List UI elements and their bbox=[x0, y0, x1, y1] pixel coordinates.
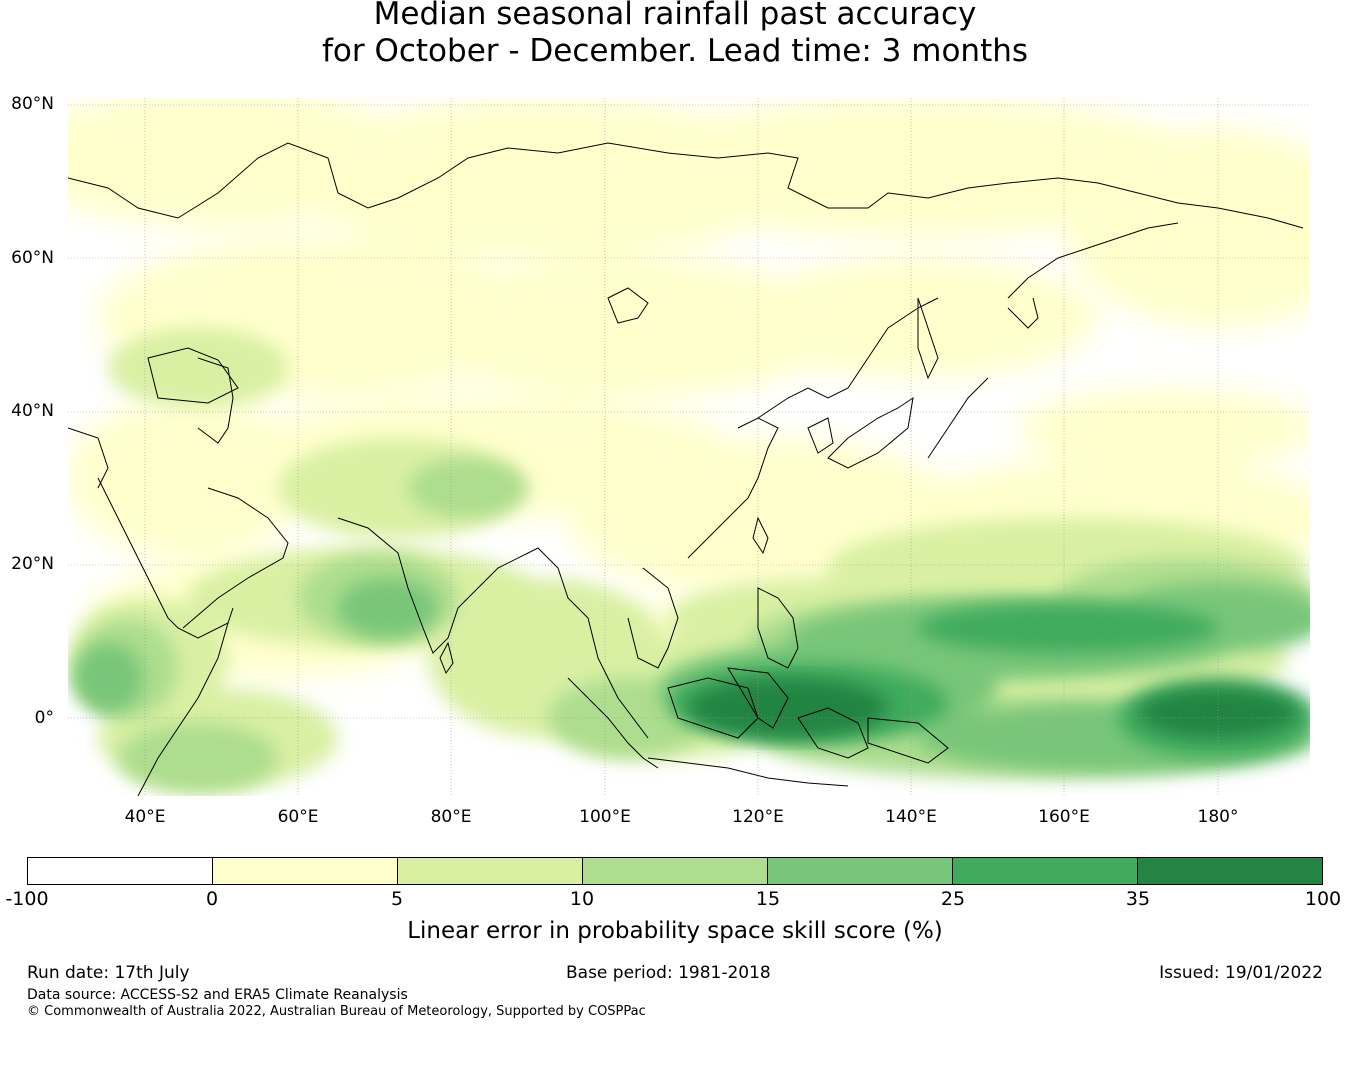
base-period: Base period: 1981-2018 bbox=[566, 963, 771, 983]
chart-title-line-1: Median seasonal rainfall past accuracy bbox=[373, 0, 977, 32]
lon-label-40e: 40°E bbox=[124, 807, 166, 827]
colorbar-tick-100: 100 bbox=[1304, 888, 1342, 910]
copyright-notice: © Commonwealth of Australia 2022, Austra… bbox=[27, 1004, 646, 1019]
lon-label-80e: 80°E bbox=[430, 807, 472, 827]
colorbar-segment-neg100-0 bbox=[28, 858, 213, 884]
colorbar-segment-10-15 bbox=[583, 858, 768, 884]
colorbar-label: Linear error in probability space skill … bbox=[407, 918, 943, 944]
map-canvas bbox=[68, 98, 1310, 796]
data-source: Data source: ACCESS-S2 and ERA5 Climate … bbox=[27, 987, 408, 1003]
lat-label-40n: 40°N bbox=[11, 401, 54, 421]
map-gridlines bbox=[68, 98, 1310, 796]
colorbar-tick-25: 25 bbox=[940, 888, 966, 910]
colorbar-tick-5: 5 bbox=[390, 888, 404, 910]
colorbar-tick-neg100: -100 bbox=[5, 888, 49, 910]
colorbar-segment-25-35 bbox=[953, 858, 1138, 884]
colorbar bbox=[27, 857, 1323, 885]
colorbar-tick-10: 10 bbox=[569, 888, 595, 910]
colorbar-tick-35: 35 bbox=[1125, 888, 1151, 910]
lon-label-160e: 160°E bbox=[1038, 807, 1090, 827]
lon-label-100e: 100°E bbox=[579, 807, 631, 827]
chart-title-line-2: for October - December. Lead time: 3 mon… bbox=[321, 33, 1029, 69]
colorbar-tick-0: 0 bbox=[205, 888, 219, 910]
lat-label-60n: 60°N bbox=[11, 248, 54, 268]
colorbar-segment-15-25 bbox=[768, 858, 953, 884]
lon-label-120e: 120°E bbox=[732, 807, 784, 827]
lon-label-140e: 140°E bbox=[885, 807, 937, 827]
lat-label-20n: 20°N bbox=[11, 554, 54, 574]
colorbar-segment-0-5 bbox=[213, 858, 398, 884]
colorbar-segment-5-10 bbox=[398, 858, 583, 884]
lat-label-equator: 0° bbox=[34, 708, 54, 728]
run-date: Run date: 17th July bbox=[27, 963, 190, 983]
colorbar-tick-15: 15 bbox=[755, 888, 781, 910]
lat-label-80n: 80°N bbox=[11, 94, 54, 114]
issued-date: Issued: 19/01/2022 bbox=[1159, 963, 1323, 983]
coastlines bbox=[68, 142, 1304, 796]
lon-label-180: 180° bbox=[1197, 807, 1239, 827]
skill-score-map bbox=[68, 98, 1310, 796]
colorbar-segment-35-100 bbox=[1138, 858, 1322, 884]
lon-label-60e: 60°E bbox=[277, 807, 319, 827]
